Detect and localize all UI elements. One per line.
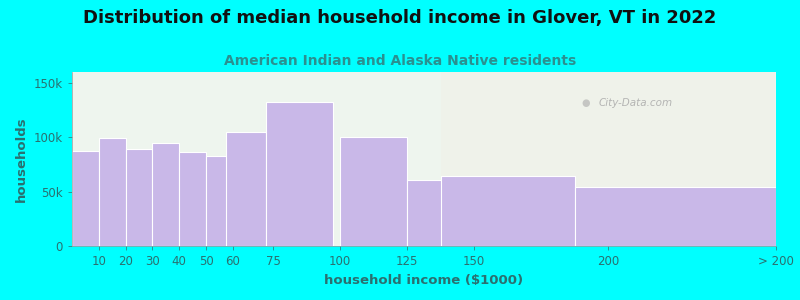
Bar <box>153 143 179 246</box>
Text: American Indian and Alaska Native residents: American Indian and Alaska Native reside… <box>224 54 576 68</box>
Text: Distribution of median household income in Glover, VT in 2022: Distribution of median household income … <box>83 9 717 27</box>
Bar <box>126 149 153 246</box>
Bar <box>441 72 774 246</box>
Bar <box>206 156 233 246</box>
Bar <box>226 132 266 246</box>
Bar <box>179 152 206 246</box>
Bar <box>266 102 334 246</box>
Text: ●: ● <box>582 98 590 108</box>
X-axis label: household income ($1000): household income ($1000) <box>325 274 523 286</box>
Text: City-Data.com: City-Data.com <box>598 98 672 108</box>
Bar <box>340 137 407 246</box>
Bar <box>575 187 776 246</box>
Bar <box>99 138 126 246</box>
Y-axis label: households: households <box>15 116 28 202</box>
Bar <box>72 152 99 246</box>
Bar <box>407 180 474 246</box>
Bar <box>441 176 575 246</box>
